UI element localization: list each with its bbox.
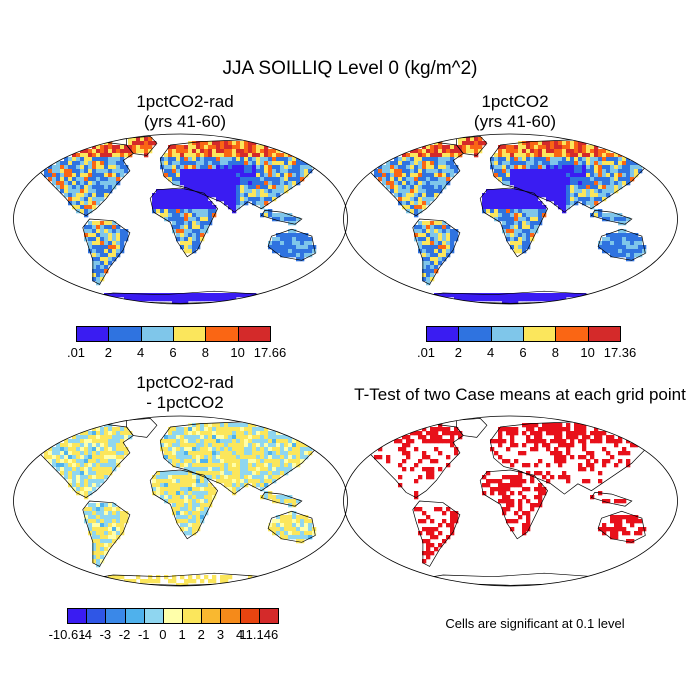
- colorbar-swatch: [239, 608, 260, 624]
- colorbar-swatch: [201, 608, 222, 624]
- colorbar-tick-label: 2: [197, 627, 205, 642]
- map-border: [343, 133, 678, 305]
- colorbar-tick-label: -1: [137, 627, 150, 642]
- colorbar-swatch: [258, 608, 279, 624]
- colorbar-swatch: [162, 608, 184, 624]
- panel-3-title-line1: 1pctCO2-rad: [136, 373, 234, 392]
- map-cells: [44, 423, 317, 586]
- colorbar-tick-label: 17.36: [603, 345, 637, 360]
- map-cells: [374, 137, 647, 304]
- panel-2-title: 1pctCO2 (yrs 41-60): [355, 92, 675, 132]
- map-panel-difference: [13, 415, 348, 587]
- map-panel-1pctco2: [343, 133, 678, 305]
- colorbar-tick-label: 8: [551, 345, 559, 360]
- colorbar-tick-label: 11.146: [239, 627, 279, 642]
- colorbar-tick-label: 3: [216, 627, 225, 642]
- colorbar-swatch: [523, 326, 557, 342]
- panel-3-title-line2: - 1pctCO2: [146, 393, 224, 412]
- map-border: [13, 415, 348, 587]
- colorbar-swatch: [105, 608, 126, 624]
- colorbar-tick-label: -2: [118, 627, 131, 642]
- colorbar-swatch: [587, 326, 621, 342]
- colorbar-swatch: [237, 326, 271, 342]
- colorbar-tick-label: 8: [201, 345, 209, 360]
- colorbar-tick-label: 4: [137, 345, 145, 360]
- panel-3-title: 1pctCO2-rad - 1pctCO2: [25, 373, 345, 413]
- colorbar-swatch: [426, 326, 460, 342]
- colorbar-tick-label: -3: [99, 627, 112, 642]
- coastlines: [25, 418, 333, 586]
- colorbar-tick-label: 10: [580, 345, 595, 360]
- colorbar-swatch: [458, 326, 492, 342]
- map-border: [343, 415, 678, 587]
- map-panel-1pctco2-rad: [13, 133, 348, 305]
- colorbar-tick-label: -10.61: [48, 627, 86, 642]
- colorbar-swatch: [143, 608, 164, 624]
- colorbar-tick-label: -4: [80, 627, 92, 642]
- map-cells: [44, 137, 317, 304]
- colorbar-swatch: [220, 608, 241, 624]
- colorbar-tick-label: 0: [159, 627, 167, 642]
- panel-4-title-line1: T-Test of two Case means at each grid po…: [354, 385, 686, 404]
- colorbar-swatch: [182, 608, 203, 624]
- significance-note: Cells are significant at 0.1 level: [445, 616, 625, 631]
- colorbar-tick-label: 1: [178, 627, 186, 642]
- colorbar-swatch: [108, 326, 142, 342]
- colorbar-tick-label: .01: [416, 345, 436, 360]
- colorbar-swatch: [205, 326, 239, 342]
- map-cells: [374, 423, 647, 564]
- colorbar-swatch: [76, 326, 110, 342]
- colorbar-1pctco2: .01 2 4 6 8 10 17.36: [417, 326, 636, 366]
- colorbar-swatch: [490, 326, 524, 342]
- colorbar-tick-label: 4: [236, 627, 244, 642]
- colorbar-tick-label: 2: [104, 345, 112, 360]
- colorbar-tick-label: 10: [230, 345, 245, 360]
- colorbar-swatch: [124, 608, 145, 624]
- panel-2-title-line1: 1pctCO2: [481, 92, 549, 111]
- main-title: JJA SOILLIQ Level 0 (kg/m^2): [222, 58, 478, 79]
- map-border: [13, 133, 348, 305]
- colorbar-difference: -10.61 -4 -3 -2 -1 0 1 2 3 4 11.146: [49, 608, 279, 648]
- map-panel-ttest: [343, 415, 678, 587]
- colorbar-1pctco2-rad: .01 2 4 6 8 10 17.66: [67, 326, 286, 366]
- panel-1-title-line2: (yrs 41-60): [143, 112, 227, 131]
- colorbar-swatch: [555, 326, 589, 342]
- panel-4-title: T-Test of two Case means at each grid po…: [345, 385, 695, 405]
- panel-1-title: 1pctCO2-rad (yrs 41-60): [25, 92, 345, 132]
- colorbar-tick-label: 4: [487, 345, 495, 360]
- colorbar-swatch: [67, 608, 88, 624]
- colorbar-swatch: [86, 608, 107, 624]
- panel-2-title-line2: (yrs 41-60): [473, 112, 557, 131]
- colorbar-tick-label: 6: [169, 345, 177, 360]
- colorbar-tick-label: 6: [519, 345, 527, 360]
- colorbar-tick-label: .01: [66, 345, 86, 360]
- colorbar-swatch: [140, 326, 174, 342]
- colorbar-tick-label: 17.66: [253, 345, 287, 360]
- colorbar-tick-label: 2: [454, 345, 462, 360]
- colorbar-swatch: [173, 326, 207, 342]
- panel-1-title-line1: 1pctCO2-rad: [136, 92, 234, 111]
